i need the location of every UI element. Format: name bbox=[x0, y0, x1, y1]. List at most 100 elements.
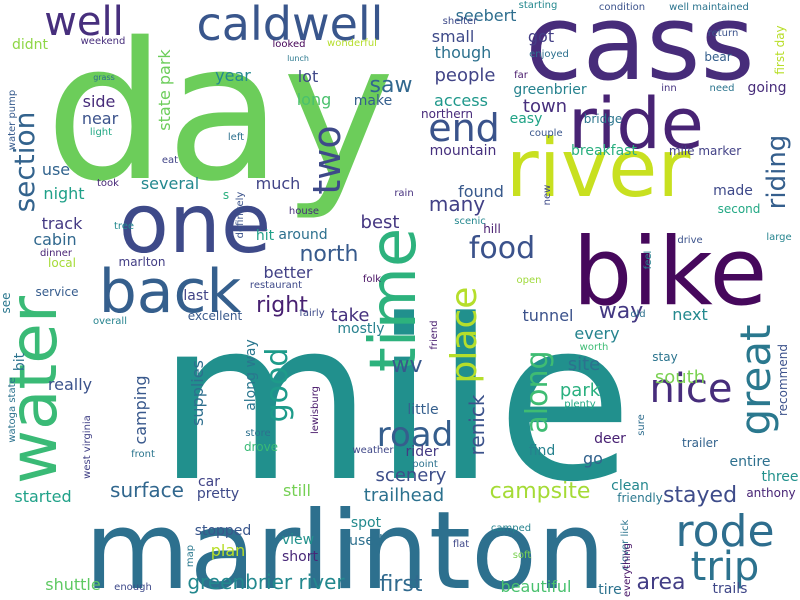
word-cloud-term: condition bbox=[599, 2, 645, 13]
word-cloud-term: marlton bbox=[119, 255, 166, 269]
word-cloud-term: weekend bbox=[81, 36, 126, 47]
word-cloud-term: caldwell bbox=[197, 0, 384, 51]
word-cloud-term: lunch bbox=[287, 54, 309, 63]
word-cloud-term: time bbox=[357, 228, 431, 373]
word-cloud-term: front bbox=[131, 449, 155, 460]
word-cloud-term: site bbox=[568, 354, 601, 375]
word-cloud-term: surface bbox=[110, 478, 184, 502]
word-cloud-term: breakfast bbox=[571, 143, 637, 159]
word-cloud-term: enjoyed bbox=[529, 49, 569, 60]
word-cloud-term: clover lick bbox=[620, 519, 631, 570]
word-cloud-term: see bbox=[0, 292, 13, 313]
word-cloud-term: recommend bbox=[776, 344, 790, 416]
word-cloud-term: side bbox=[83, 92, 116, 111]
word-cloud-term: seebert bbox=[456, 6, 517, 25]
word-cloud-term: pretty bbox=[197, 486, 239, 502]
word-cloud-term: great bbox=[731, 324, 780, 435]
word-cloud-term: large bbox=[766, 232, 791, 243]
word-cloud-term: stayed bbox=[663, 483, 737, 508]
word-cloud-term: year bbox=[215, 66, 251, 85]
word-cloud-term: two bbox=[305, 125, 349, 194]
word-cloud-term: scenery bbox=[376, 465, 447, 486]
word-cloud-term: little bbox=[407, 402, 438, 418]
word-cloud-term: west virginia bbox=[82, 415, 93, 479]
word-cloud-term: marlinton bbox=[84, 489, 605, 600]
word-cloud-term: lot bbox=[298, 67, 319, 86]
word-cloud-term: around bbox=[278, 227, 327, 243]
word-cloud-term: got bbox=[528, 27, 554, 46]
word-cloud-term: map bbox=[185, 545, 196, 567]
word-cloud-term: tunnel bbox=[523, 306, 574, 325]
word-cloud-term: anthony bbox=[746, 486, 795, 500]
word-cloud-term: trails bbox=[713, 581, 748, 597]
word-cloud-term: old bbox=[630, 309, 645, 320]
word-cloud-term: tire bbox=[598, 582, 621, 598]
word-cloud-term: shelter bbox=[443, 16, 479, 27]
word-cloud-term: spot bbox=[351, 515, 382, 531]
word-cloud-term: way bbox=[599, 299, 644, 324]
word-cloud-term: trailer bbox=[682, 436, 718, 450]
word-cloud-term: couple bbox=[529, 128, 562, 139]
word-cloud-term: first bbox=[380, 572, 423, 597]
word-cloud-term: along way bbox=[243, 339, 259, 411]
word-cloud-term: rode bbox=[675, 506, 774, 557]
word-cloud-term: riding bbox=[762, 135, 792, 210]
word-cloud-term: left bbox=[228, 132, 244, 143]
word-cloud-term: plenty bbox=[564, 399, 596, 410]
word-cloud-term: need bbox=[710, 83, 735, 94]
word-cloud-term: campsite bbox=[490, 479, 591, 504]
word-cloud-term: drove bbox=[244, 440, 278, 454]
word-cloud-term: still bbox=[283, 481, 311, 500]
word-cloud-term: found bbox=[458, 182, 504, 201]
word-cloud-term: easy bbox=[510, 111, 543, 127]
word-cloud-term: rider bbox=[406, 444, 439, 460]
word-cloud-term: many bbox=[429, 192, 485, 216]
word-cloud-term: take bbox=[331, 305, 370, 326]
word-cloud-term: food bbox=[469, 231, 535, 266]
word-cloud-term: greenbrier bbox=[513, 82, 587, 98]
word-cloud-term: bike bbox=[573, 218, 768, 327]
word-cloud-term: point bbox=[412, 459, 438, 470]
word-cloud-term: mostly bbox=[337, 321, 384, 337]
word-cloud-term: first day bbox=[773, 25, 787, 74]
word-cloud-term: feel bbox=[643, 251, 654, 270]
word-cloud-term: rain bbox=[394, 188, 413, 199]
word-cloud-term: find bbox=[529, 443, 556, 459]
word-cloud-term: river bbox=[506, 122, 691, 215]
word-cloud-term: short bbox=[282, 549, 318, 565]
word-cloud-term: drive bbox=[677, 235, 702, 246]
word-cloud-term: stopped bbox=[195, 523, 252, 539]
word-cloud-term: used bbox=[349, 533, 383, 549]
word-cloud-term: looked bbox=[273, 39, 306, 50]
word-cloud-term: open bbox=[517, 275, 542, 286]
word-cloud-term: section bbox=[8, 112, 41, 213]
word-cloud-term: s bbox=[223, 188, 229, 202]
word-cloud-term: well bbox=[44, 0, 124, 45]
word-cloud-term: supplies bbox=[188, 360, 207, 426]
word-cloud-term: end bbox=[428, 106, 500, 150]
word-cloud-term: deer bbox=[594, 431, 626, 447]
word-cloud-term: entire bbox=[730, 454, 771, 470]
word-cloud-term: long bbox=[297, 90, 332, 109]
word-cloud-term: access bbox=[434, 91, 488, 110]
word-cloud-term: flat bbox=[453, 539, 469, 550]
word-cloud-term: sure bbox=[636, 414, 647, 436]
word-cloud-term: mile bbox=[157, 273, 633, 531]
word-cloud-term: day bbox=[45, 2, 394, 223]
word-cloud-term: cabin bbox=[33, 230, 76, 249]
word-cloud-term: one bbox=[119, 177, 272, 272]
word-cloud-term: weather bbox=[353, 445, 395, 456]
word-cloud-term: second bbox=[718, 202, 761, 216]
word-cloud-term: friend bbox=[429, 320, 440, 349]
word-cloud-term: northern bbox=[421, 107, 473, 121]
word-cloud-term: dinner bbox=[40, 248, 73, 259]
word-cloud-term: light bbox=[90, 127, 112, 138]
word-cloud-term: right bbox=[256, 293, 308, 318]
word-cloud-term: best bbox=[361, 212, 400, 233]
word-cloud-term: enough bbox=[114, 582, 152, 593]
word-cloud-term: hill bbox=[483, 222, 501, 236]
word-cloud-term: hit bbox=[256, 228, 275, 244]
word-cloud-term: mile marker bbox=[669, 144, 741, 158]
word-cloud-term: camping bbox=[131, 375, 150, 444]
